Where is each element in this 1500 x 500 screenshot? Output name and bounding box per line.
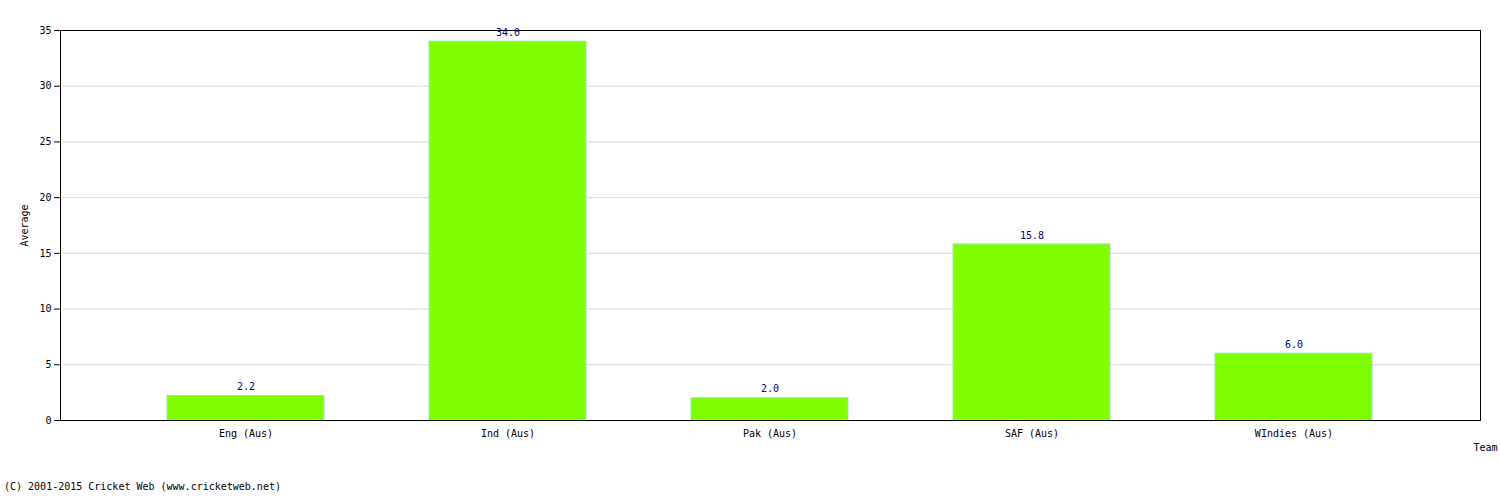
svg-text:15.8: 15.8 bbox=[1020, 230, 1044, 241]
svg-text:WIndies (Aus): WIndies (Aus) bbox=[1255, 428, 1333, 439]
svg-text:SAF (Aus): SAF (Aus) bbox=[1005, 428, 1059, 439]
svg-text:Eng (Aus): Eng (Aus) bbox=[219, 428, 273, 439]
svg-text:2.0: 2.0 bbox=[761, 383, 779, 394]
svg-text:Team: Team bbox=[1473, 442, 1497, 453]
svg-text:Ind (Aus): Ind (Aus) bbox=[481, 428, 535, 439]
svg-text:30: 30 bbox=[39, 80, 51, 91]
html-text:(C) 2001-2015 Cricket Web (www: (C) 2001-2015 Cricket Web (www.cricketwe… bbox=[4, 481, 281, 492]
svg-text:6.0: 6.0 bbox=[1285, 339, 1303, 350]
svg-text:0: 0 bbox=[45, 415, 51, 426]
svg-text:25: 25 bbox=[39, 136, 51, 147]
svg-text:5: 5 bbox=[45, 359, 51, 370]
svg-text:20: 20 bbox=[39, 192, 51, 203]
svg-text:34.0: 34.0 bbox=[496, 27, 520, 38]
svg-text:Average: Average bbox=[19, 204, 30, 246]
svg-text:15: 15 bbox=[39, 248, 51, 259]
svg-text:10: 10 bbox=[39, 303, 51, 314]
svg-text:Pak (Aus): Pak (Aus) bbox=[743, 428, 797, 439]
svg-text:2.2: 2.2 bbox=[237, 381, 255, 392]
svg-text:35: 35 bbox=[39, 25, 51, 36]
